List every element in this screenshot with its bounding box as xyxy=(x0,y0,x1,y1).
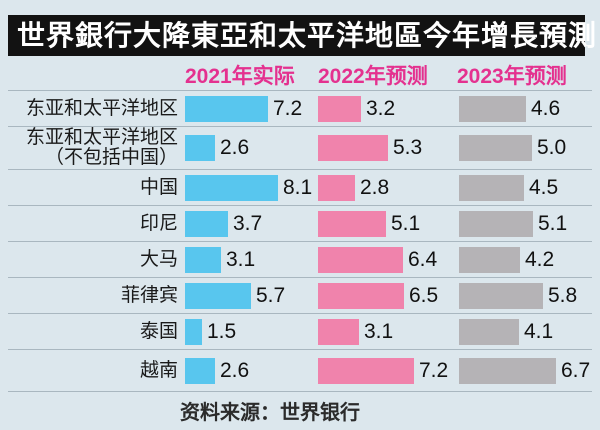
bar-cell-2021: 2.6 xyxy=(185,127,249,169)
bar-2023 xyxy=(459,135,532,161)
bar-value-2022: 3.2 xyxy=(366,96,396,120)
row-label: 中国 xyxy=(139,176,178,198)
chart-rows: 东亚和太平洋地区 7.2 3.2 4.6 东亚和太平洋地区 （不包括中国） 2.6… xyxy=(8,90,592,392)
bar-value-2021: 8.1 xyxy=(283,175,313,199)
bar-cell-2022: 7.2 xyxy=(318,350,448,391)
bar-2023 xyxy=(459,357,556,384)
row-label: 越南 xyxy=(139,359,178,381)
table-row: 东亚和太平洋地区 （不包括中国） 2.6 5.3 5.0 xyxy=(8,126,592,169)
chart-title: 世界銀行大降東亞和太平洋地區今年增長預測 xyxy=(8,15,596,56)
bar-2022 xyxy=(318,282,404,309)
bar-cell-2021: 3.7 xyxy=(185,206,262,241)
bar-cell-2021: 2.6 xyxy=(185,350,249,391)
bar-cell-2023: 4.2 xyxy=(459,242,554,277)
bar-value-2021: 3.1 xyxy=(226,247,256,271)
source-note: 资料来源：世界银行 xyxy=(180,402,360,424)
row-label: 东亚和太平洋地区 xyxy=(25,97,178,119)
bar-2023 xyxy=(459,246,520,273)
bar-2021 xyxy=(185,246,221,273)
bar-value-2023: 4.5 xyxy=(529,175,559,199)
bar-value-2023: 6.7 xyxy=(561,358,591,382)
bar-value-2023: 5.8 xyxy=(548,283,578,307)
column-header-2023: 2023年预测 xyxy=(457,65,567,88)
bar-cell-2022: 5.3 xyxy=(318,127,422,169)
table-row: 印尼 3.7 5.1 5.1 xyxy=(8,205,592,241)
bar-2021 xyxy=(185,282,251,309)
table-row: 菲律宾 5.7 6.5 5.8 xyxy=(8,277,592,313)
table-row: 泰国 1.5 3.1 4.1 xyxy=(8,313,592,349)
bar-2022 xyxy=(318,174,355,201)
bar-cell-2021: 7.2 xyxy=(185,91,302,126)
bar-cell-2023: 5.0 xyxy=(459,127,566,169)
bar-2023 xyxy=(459,95,526,122)
bar-cell-2022: 2.8 xyxy=(318,170,389,205)
bar-cell-2023: 4.5 xyxy=(459,170,558,205)
bar-cell-2022: 6.5 xyxy=(318,278,438,313)
row-label: 大马 xyxy=(139,248,178,270)
bar-2021 xyxy=(185,318,202,345)
bar-cell-2021: 8.1 xyxy=(185,170,312,205)
bar-value-2021: 3.7 xyxy=(233,211,263,235)
bar-2022 xyxy=(318,95,361,122)
bar-value-2022: 5.3 xyxy=(393,136,423,159)
bar-value-2023: 5.1 xyxy=(538,211,568,235)
bar-value-2023: 4.6 xyxy=(531,96,561,120)
bar-cell-2023: 4.6 xyxy=(459,91,560,126)
bar-2023 xyxy=(459,174,524,201)
table-row: 东亚和太平洋地区 7.2 3.2 4.6 xyxy=(8,90,592,126)
bar-2021 xyxy=(185,210,228,237)
row-label: 泰国 xyxy=(139,320,178,342)
bar-cell-2023: 6.7 xyxy=(459,350,590,391)
bar-value-2023: 4.2 xyxy=(525,247,555,271)
bar-value-2022: 6.4 xyxy=(408,247,438,271)
bar-cell-2022: 5.1 xyxy=(318,206,420,241)
bar-cell-2022: 6.4 xyxy=(318,242,437,277)
bar-2022 xyxy=(318,210,386,237)
bar-value-2021: 5.7 xyxy=(256,283,286,307)
column-header-2021: 2021年实际 xyxy=(185,65,295,88)
bar-value-2021: 1.5 xyxy=(207,319,237,343)
bar-2021 xyxy=(185,174,278,201)
bar-value-2021: 2.6 xyxy=(220,358,250,382)
bar-2021 xyxy=(185,357,215,384)
bar-value-2023: 5.0 xyxy=(537,136,567,159)
bar-cell-2023: 4.1 xyxy=(459,314,553,349)
bar-2021 xyxy=(185,135,215,161)
table-row: 越南 2.6 7.2 6.7 xyxy=(8,349,592,392)
bar-value-2022: 2.8 xyxy=(360,175,390,199)
table-row: 中国 8.1 2.8 4.5 xyxy=(8,169,592,205)
bar-cell-2021: 3.1 xyxy=(185,242,255,277)
bar-2022 xyxy=(318,318,359,345)
bar-2021 xyxy=(185,95,268,122)
bar-value-2022: 3.1 xyxy=(364,319,394,343)
bar-cell-2023: 5.1 xyxy=(459,206,567,241)
bar-2022 xyxy=(318,135,388,161)
bar-value-2021: 2.6 xyxy=(220,136,250,159)
bar-cell-2021: 5.7 xyxy=(185,278,285,313)
bar-value-2022: 7.2 xyxy=(419,358,449,382)
bar-value-2022: 6.5 xyxy=(409,283,439,307)
bar-cell-2022: 3.2 xyxy=(318,91,395,126)
bar-2023 xyxy=(459,282,543,309)
bar-2022 xyxy=(318,246,403,273)
bar-2023 xyxy=(459,210,533,237)
bar-2023 xyxy=(459,318,519,345)
bar-value-2022: 5.1 xyxy=(391,211,421,235)
row-label: 东亚和太平洋地区 （不包括中国） xyxy=(25,127,178,168)
row-label: 印尼 xyxy=(139,212,178,234)
column-header-2022: 2022年预测 xyxy=(318,65,428,88)
bar-cell-2023: 5.8 xyxy=(459,278,577,313)
bar-2022 xyxy=(318,357,414,384)
table-row: 大马 3.1 6.4 4.2 xyxy=(8,241,592,277)
bar-value-2021: 7.2 xyxy=(273,96,303,120)
bar-value-2023: 4.1 xyxy=(524,319,554,343)
bar-cell-2021: 1.5 xyxy=(185,314,236,349)
bar-cell-2022: 3.1 xyxy=(318,314,393,349)
row-label: 菲律宾 xyxy=(120,284,178,306)
